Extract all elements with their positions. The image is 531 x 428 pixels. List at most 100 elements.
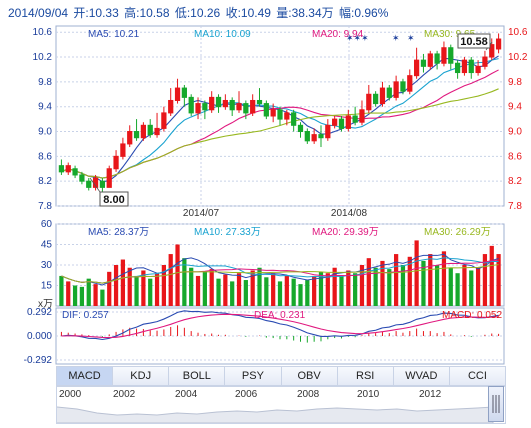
candle-body <box>318 134 324 139</box>
candle-body <box>291 112 297 126</box>
volume-bar-down <box>148 278 153 306</box>
macd-axis: 0.292 0.000 -0.292 <box>24 307 53 366</box>
volume-bar-down <box>230 281 235 306</box>
candle-down <box>352 106 358 126</box>
event-star-icon[interactable]: ✶ <box>392 33 400 43</box>
volume-bar-up <box>168 254 173 306</box>
volume-bar-up <box>428 254 433 306</box>
candle-up <box>236 91 242 113</box>
volume-tick: 15 <box>41 281 53 292</box>
quote-high: 高:10.58 <box>124 6 170 20</box>
candle-down <box>147 119 153 138</box>
candle-body <box>140 124 147 139</box>
candle-body <box>386 87 392 98</box>
candle-up <box>461 57 468 76</box>
volume-bar-down <box>79 286 85 306</box>
candle-body <box>99 180 106 188</box>
candle-body <box>311 134 317 142</box>
candle-up <box>250 94 256 116</box>
candle-body <box>366 93 372 111</box>
tab-wvad[interactable]: WVAD <box>394 367 450 385</box>
candle-down <box>420 53 427 73</box>
history-timeline[interactable]: 2000 2002 2004 2006 2008 2010 2012 <box>56 386 506 424</box>
price-tick-left: 7.8 <box>38 201 52 212</box>
candle-up <box>270 103 276 123</box>
tab-cci[interactable]: CCI <box>467 370 487 382</box>
candle-body <box>434 53 440 64</box>
quote-volume: 量:38.34万 <box>276 6 334 20</box>
event-markers[interactable]: ✶✶✶ ✶ ✶ <box>346 33 415 43</box>
candle-body <box>133 131 140 139</box>
candle-up <box>475 60 481 76</box>
candle-body <box>461 59 468 74</box>
dea-label: DEA: 0.231 <box>254 310 306 321</box>
candle-down <box>454 60 461 79</box>
volume-bar-down <box>434 265 440 306</box>
candle-down <box>256 88 263 107</box>
price-tick-right: 9.4 <box>508 102 522 113</box>
candlestick-series <box>58 33 502 194</box>
candle-up <box>495 33 502 54</box>
volume-tick: 60 <box>41 219 53 230</box>
volume-bar-up <box>475 267 481 306</box>
price-tick-right: 9.8 <box>508 77 522 88</box>
candle-body <box>168 99 174 114</box>
candle-up <box>65 162 71 175</box>
year-2010: 2010 <box>357 389 380 400</box>
low-price-label: 8.00 <box>103 194 124 206</box>
candle-body <box>250 99 256 114</box>
volume-bar-up <box>325 273 330 306</box>
volume-bar-down <box>373 267 378 306</box>
ma10-label: MA10: 10.09 <box>194 29 251 40</box>
candle-body <box>195 103 201 114</box>
event-star-icon[interactable]: ✶✶✶ <box>346 33 369 43</box>
candle-up <box>168 88 174 116</box>
candle-down <box>243 100 249 120</box>
volume-bar-up <box>482 254 488 306</box>
candle-up <box>113 150 119 172</box>
quote-change: 幅:0.96% <box>339 6 389 20</box>
candle-body <box>441 47 447 64</box>
candle-up <box>284 109 290 126</box>
tab-kdj[interactable]: KDJ <box>113 367 170 385</box>
candle-body <box>256 99 263 105</box>
stock-chart[interactable]: 10.6 10.2 9.8 9.4 9.0 8.6 8.2 7.8 10.6 10.2 9.8 9.… <box>0 20 531 366</box>
candle-up <box>379 81 386 107</box>
candle-down <box>386 84 392 101</box>
candle-down <box>79 171 85 185</box>
candle-up <box>106 165 112 188</box>
candle-body <box>427 53 433 67</box>
volume-bar-down <box>305 280 310 306</box>
tab-macd[interactable]: MACD <box>57 367 114 385</box>
macd-value-label: MACD: 0.052 <box>442 310 502 321</box>
candle-body <box>475 65 481 74</box>
price-tick-right: 9.0 <box>508 127 522 138</box>
volume-bar-up <box>93 284 98 306</box>
candle-down <box>86 178 92 191</box>
candle-body <box>154 127 160 136</box>
event-star-icon[interactable]: ✶ <box>407 33 415 43</box>
candle-up <box>209 91 215 113</box>
quote-date: 2014/09/04 <box>8 6 69 20</box>
tab-boll[interactable]: BOLL <box>169 367 226 385</box>
volume-bar-down <box>339 275 344 306</box>
timeline-scroll-handle[interactable] <box>488 386 504 422</box>
candle-up <box>359 100 365 126</box>
quote-open: 开:10.33 <box>73 6 119 20</box>
volume-bar-up <box>441 251 447 306</box>
candle-down <box>188 94 194 116</box>
tab-psy[interactable]: PSY <box>225 367 282 385</box>
volume-bar-down <box>189 267 194 306</box>
candle-body <box>147 124 153 136</box>
tab-rsi[interactable]: RSI <box>338 367 394 385</box>
candle-body <box>393 81 399 98</box>
candle-body <box>243 103 249 114</box>
candle-body <box>127 131 133 145</box>
volume-bar-up <box>346 270 351 306</box>
volume-tick: 45 <box>41 240 53 251</box>
volume-bar-down <box>59 275 64 306</box>
macd-tick: 0.000 <box>27 331 52 342</box>
tab-obv[interactable]: OBV <box>282 367 338 385</box>
volume-bar-down <box>277 281 283 306</box>
candle-body <box>338 118 345 129</box>
